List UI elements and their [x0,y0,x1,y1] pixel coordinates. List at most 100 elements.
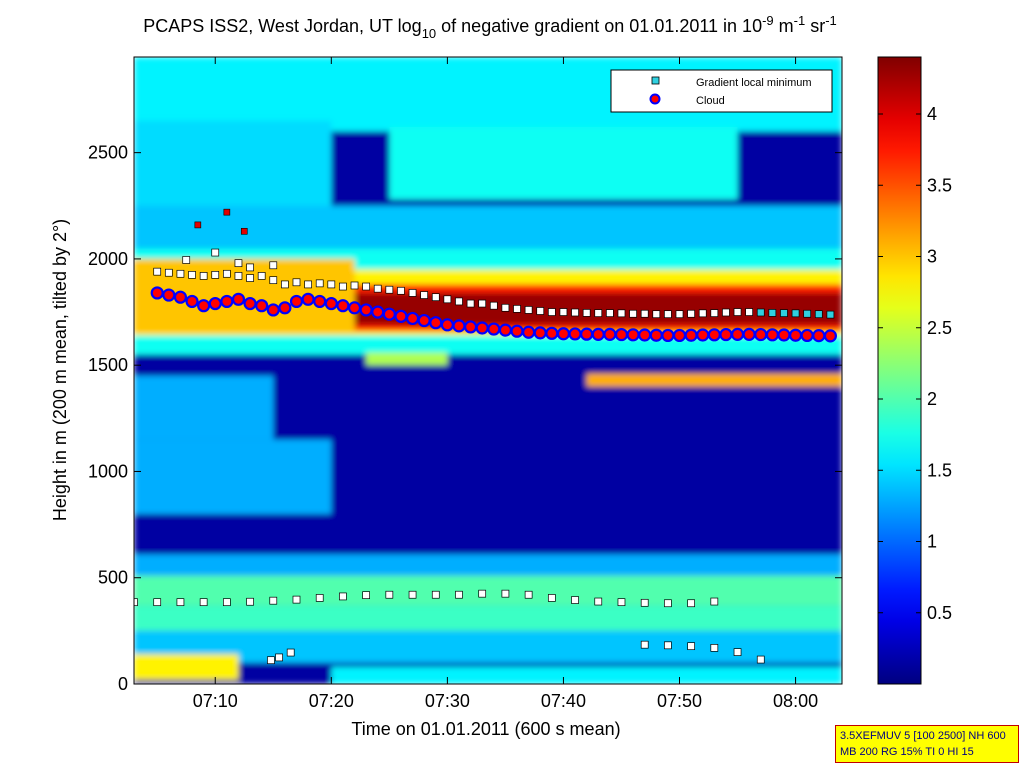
gradient-min-point-46 [687,309,695,318]
heatmap-area [134,57,842,684]
gradient-min-point-37 [582,309,591,317]
gradient-min-point-28 [478,299,487,308]
heatmap-layer-10 [134,375,274,440]
cloud-point-8 [243,296,257,311]
title-part-f: -1 [794,13,806,28]
title-part-d: -9 [762,13,774,28]
cloud-point-31 [510,324,524,338]
gradient-min-point-62 [199,598,208,607]
cloud-point-46 [684,328,698,342]
red-marker-2 [240,227,248,235]
gradient-min-point-55 [791,309,800,318]
gradient-min-point-18 [362,282,370,291]
gradient-min-point-0 [153,267,162,276]
gradient-min-point-44 [664,310,672,319]
gradient-min-point-12 [292,278,301,287]
gradient-min-point-31 [513,305,521,313]
gradient-min-point-50 [733,308,742,316]
x-tick-label-5: 08:00 [773,691,818,711]
cloud-point-1 [162,288,176,302]
x-axis-label: Time on 01.01.2011 (600 s mean) [351,719,620,739]
cloud-point-23 [417,313,431,328]
cloud-point-38 [591,327,605,341]
legend-marker-gradient-min [651,76,660,85]
gradient-min-point-68 [339,592,347,601]
cloud-point-6 [220,294,234,309]
gradient-min-point-52 [756,308,765,317]
footer-note-line2: MB 200 RG 15% TI 0 HI 15 [840,746,974,758]
cloud-point-58 [823,329,837,343]
heatmap-layer-13 [134,575,842,606]
cloud-point-14 [313,294,327,309]
colorbar: 0.5 1 1.5 2 2.5 3 3.5 4 [877,56,952,685]
gradient-min-point-20 [385,285,394,294]
gradient-min-point-77 [547,594,556,602]
gradient-min-point-71 [408,590,417,599]
red-marker-0 [194,221,202,229]
gradient-min-point-41 [629,309,637,318]
gradient-min-point-92 [275,653,283,662]
gradient-min-point-10 [269,276,278,285]
colorbar-tick-label-1: 1 [927,532,937,552]
gradient-min-point-45 [675,310,684,319]
cloud-point-21 [394,309,408,323]
title-part-g: sr [805,16,825,36]
cloud-point-12 [289,294,304,309]
cloud-point-42 [638,328,652,342]
gradient-min-point-14 [315,279,324,288]
gradient-min-point-19 [373,284,382,293]
heatmap-layer-19 [586,373,842,387]
cloud-point-50 [730,327,745,341]
x-tick-label-4: 07:50 [657,691,702,711]
cloud-point-35 [556,327,571,341]
heatmap-layer-17 [331,666,842,684]
cloud-point-47 [696,328,710,342]
cloud-point-54 [777,328,791,342]
gradient-min-point-94 [182,256,191,264]
cloud-point-22 [405,311,420,326]
cloud-point-43 [649,328,663,342]
cloud-point-26 [452,319,466,333]
gradient-min-point-21 [397,286,405,295]
cloud-point-3 [185,294,199,309]
colorbar-ramp [877,56,922,685]
cloud-point-32 [522,325,536,339]
x-tick-label-2: 07:30 [425,691,470,711]
gradient-min-point-57 [814,310,823,319]
gradient-min-point-82 [664,599,672,608]
y-tick-label-5: 2500 [88,143,128,163]
cloud-point-39 [603,327,617,341]
gradient-min-point-3 [188,271,196,279]
gradient-min-point-23 [420,291,429,299]
x-tick-label-1: 07:20 [309,691,354,711]
gradient-min-point-86 [664,641,672,650]
gradient-min-point-64 [246,597,254,606]
gradient-min-point-79 [594,597,603,606]
gradient-min-point-39 [606,309,614,317]
cloud-point-11 [278,301,292,315]
gradient-min-point-1 [164,268,173,277]
cloud-point-7 [231,292,246,306]
plot-frame [133,56,843,685]
cloud-point-57 [812,329,826,343]
gradient-min-point-30 [501,303,510,312]
title-part-a: PCAPS ISS2, West Jordan, UT log [143,16,421,36]
cloud-point-55 [788,328,803,342]
y-tick-label-2: 1000 [88,461,128,481]
gradient-min-point-60 [153,598,162,607]
colorbar-tick-label-0: 0.5 [927,603,952,623]
gradient-min-point-6 [223,269,231,278]
colorbar-tick-label-2: 1.5 [927,460,952,480]
title-part-h: -1 [825,13,837,28]
gradient-min-point-22 [408,289,417,297]
cloud-point-18 [359,303,373,317]
gradient-min-point-48 [710,309,719,317]
cloud-point-19 [371,305,385,319]
marker-layer [134,208,837,665]
gradient-min-point-72 [431,590,440,599]
cloud-point-4 [197,299,211,313]
gradient-min-point-98 [269,261,278,270]
gradient-min-point-89 [733,648,742,656]
gradient-min-point-36 [571,308,579,317]
